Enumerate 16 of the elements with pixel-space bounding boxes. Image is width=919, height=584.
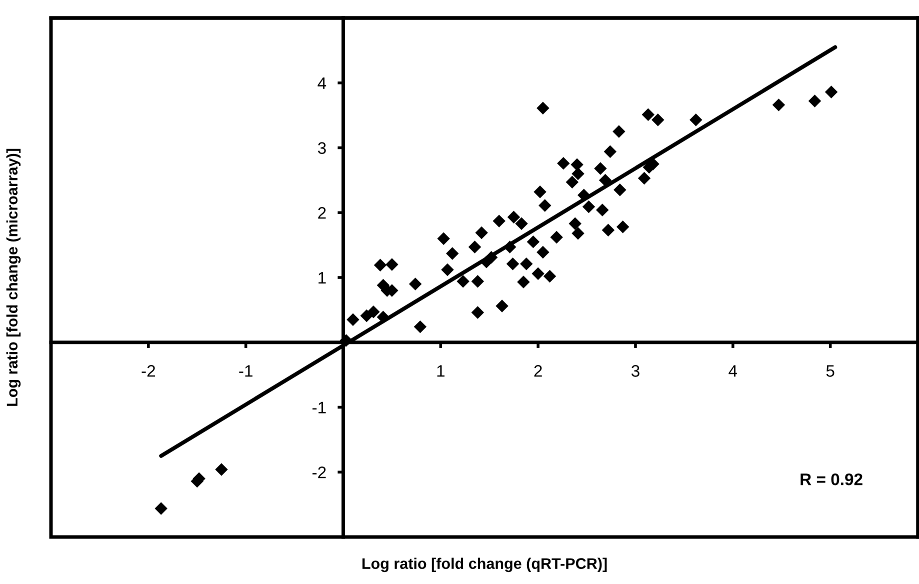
x-tick-label: -1 — [239, 365, 252, 377]
y-tick-label: -1 — [312, 402, 326, 414]
x-tick-label: 4 — [728, 365, 738, 377]
x-tick-label: -2 — [142, 365, 155, 377]
y-tick-label: 1 — [318, 272, 326, 284]
annotation: R = 0.92 — [800, 473, 862, 486]
y-tick-label: 3 — [318, 142, 326, 154]
y-axis-title: Log ratio [fold change (microarray)] — [6, 148, 21, 406]
x-tick-label: 3 — [631, 365, 640, 377]
y-tick-label: 4 — [318, 77, 326, 89]
x-tick-label: 5 — [826, 365, 834, 377]
x-tick-label: 1 — [437, 365, 444, 377]
x-tick-label: 2 — [534, 365, 542, 377]
x-axis-title: Log ratio [fold change (qRT-PCR)] — [362, 558, 607, 572]
y-tick-label: 2 — [318, 207, 326, 219]
y-tick-label: -2 — [312, 466, 326, 478]
